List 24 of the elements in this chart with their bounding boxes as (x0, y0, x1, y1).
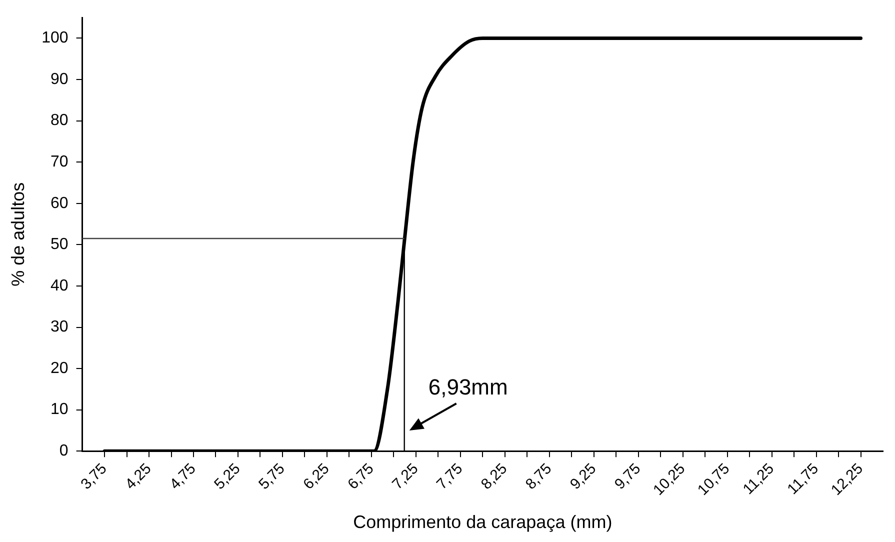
y-tick-label: 30 (50, 318, 68, 336)
x-tick-label: 6,75 (344, 460, 378, 493)
y-tick-label: 20 (50, 360, 68, 377)
y-tick-label: 60 (50, 194, 68, 212)
y-tick-label: 100 (42, 30, 68, 47)
x-tick-label: 6,25 (300, 460, 333, 493)
x-tick-label: 8,25 (478, 460, 511, 493)
x-tick-label: 4,25 (122, 460, 155, 493)
y-tick-label: 50 (50, 236, 68, 254)
x-tick-label: 9,25 (566, 460, 600, 493)
y-tick-label: 80 (50, 112, 68, 130)
x-tick-label: 8,75 (522, 460, 556, 493)
x-tick-label: 7,25 (389, 460, 422, 493)
x-tick-label: 9,75 (611, 460, 644, 493)
y-axis-title: % de adultos (8, 182, 28, 286)
annotation: 6,93mm (428, 374, 508, 400)
x-axis-title: Comprimento da carapaça (mm) (353, 512, 612, 532)
y-tick-label: 10 (50, 401, 68, 418)
y-tick-label: 70 (50, 154, 68, 171)
y-tick-label: 40 (50, 277, 68, 294)
y-tick-label: 0 (59, 442, 68, 460)
y-tick-label: 90 (50, 70, 68, 88)
x-tick-label: 4,75 (166, 460, 200, 493)
x-tick-label: 7,75 (433, 460, 466, 493)
